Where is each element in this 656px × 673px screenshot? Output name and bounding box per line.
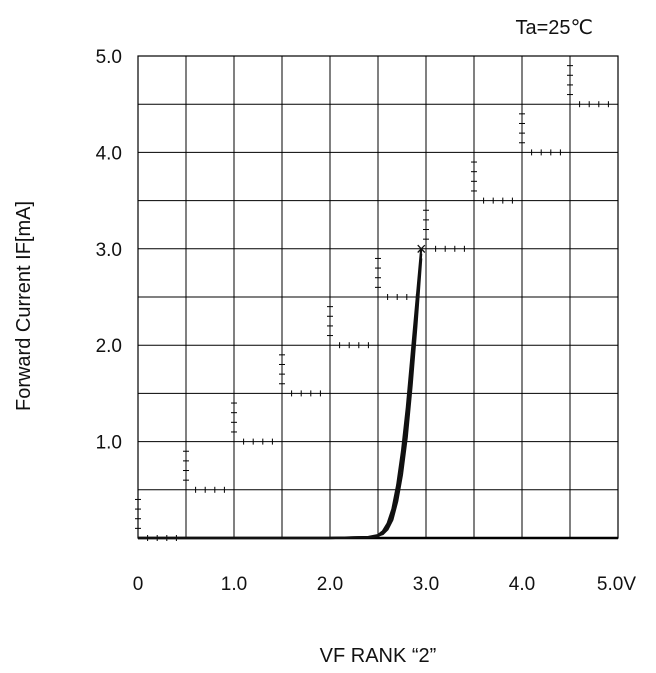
x-axis-label: VF RANK “2” — [320, 645, 437, 667]
grid — [135, 56, 618, 541]
y-tick-label: 3.0 — [96, 240, 122, 261]
x-tick-label: 2.0 — [317, 574, 343, 595]
temperature-annotation: Ta=25℃ — [515, 17, 593, 39]
y-tick-label: 1.0 — [96, 433, 122, 454]
x-tick-label: 0 — [133, 574, 144, 595]
series-line-3 — [138, 258, 423, 540]
y-tick-labels: 1.0 2.0 3.0 4.0 5.0 — [96, 47, 122, 454]
x-tick-label: 1.0 — [221, 574, 247, 595]
minor-ticks — [135, 65, 609, 541]
series-layer: × — [138, 239, 427, 540]
series-line-2 — [138, 253, 423, 540]
end-point-marker: × — [416, 239, 427, 259]
x-tick-label: 3.0 — [413, 574, 439, 595]
y-tick-label: 2.0 — [96, 336, 122, 357]
y-tick-label: 5.0 — [96, 47, 122, 68]
x-tick-label: 4.0 — [509, 574, 535, 595]
x-tick-labels: 0 1.0 2.0 3.0 4.0 5.0V — [133, 574, 637, 595]
x-tick-label: 5.0V — [597, 574, 636, 595]
y-axis-label: Forward Current IF[mA] — [13, 201, 35, 411]
y-tick-label: 4.0 — [96, 143, 122, 164]
